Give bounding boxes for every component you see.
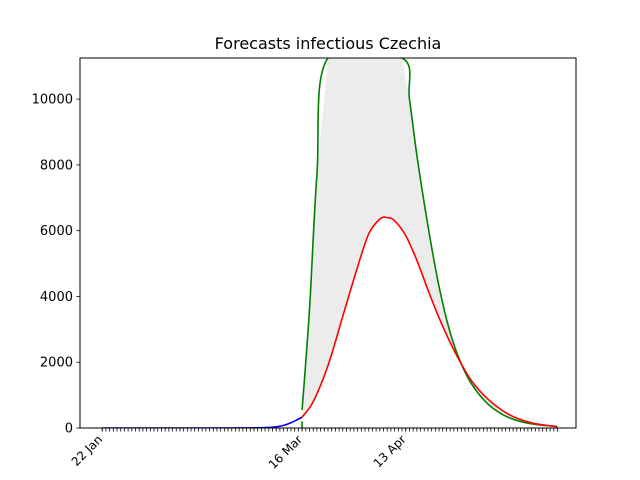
y-tick-label: 6000 xyxy=(40,224,73,239)
series-line-upper-bound xyxy=(301,58,558,428)
y-tick-label: 4000 xyxy=(40,290,73,305)
y-tick-label: 0 xyxy=(65,422,73,437)
y-tick-label: 10000 xyxy=(32,93,73,108)
y-tick-label: 2000 xyxy=(40,356,73,371)
uncertainty-band xyxy=(302,58,558,427)
chart-title: Forecasts infectious Czechia xyxy=(215,34,442,53)
plot-frame xyxy=(79,57,577,429)
y-tick-label: 8000 xyxy=(40,158,73,173)
y-axis-ticks: 0 2000 4000 6000 8000 10000 xyxy=(32,93,80,437)
series-line-forecast xyxy=(301,216,558,428)
plot-area xyxy=(102,58,558,428)
